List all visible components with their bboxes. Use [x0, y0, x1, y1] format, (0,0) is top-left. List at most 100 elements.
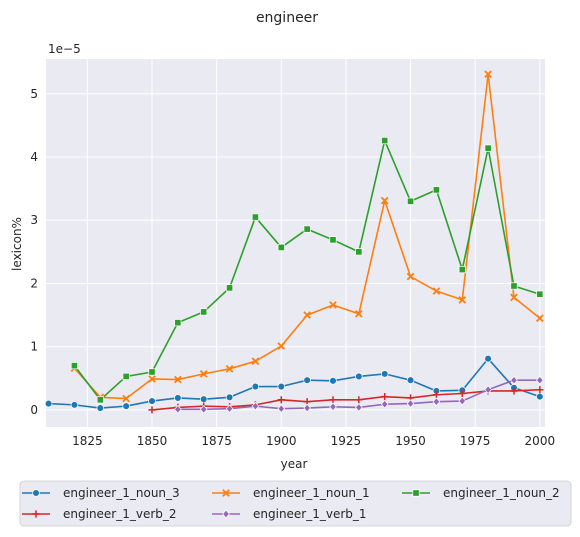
data-point [122, 372, 130, 380]
data-point [277, 404, 286, 413]
data-point [148, 368, 156, 376]
series-line [151, 388, 540, 411]
legend-label: engineer_1_verb_2 [63, 507, 177, 521]
data-point [225, 364, 234, 373]
legend-item: engineer_1_noun_1 [212, 486, 370, 500]
data-point [406, 399, 415, 408]
data-point [458, 396, 467, 406]
data-point [96, 396, 104, 404]
data-point [458, 266, 466, 274]
data-point [484, 70, 492, 79]
series-engineer_1_noun_2 [70, 137, 544, 404]
data-point [174, 394, 182, 402]
data-point [432, 391, 441, 399]
data-point [432, 186, 440, 194]
data-point [303, 225, 311, 233]
data-point [432, 287, 441, 295]
data-point [536, 392, 544, 401]
data-point [251, 382, 260, 391]
data-point [70, 362, 78, 370]
series-engineer_1_verb_1 [174, 375, 544, 414]
data-point [303, 376, 311, 384]
data-point [329, 377, 337, 385]
data-point [277, 342, 286, 350]
data-point [380, 196, 389, 205]
legend-label: engineer_1_noun_1 [253, 486, 370, 500]
y-axis-offset-label: 1e−5 [48, 42, 81, 56]
data-point [484, 144, 492, 152]
legend-label: engineer_1_noun_2 [443, 486, 560, 500]
data-point [458, 296, 467, 304]
data-point [329, 402, 337, 412]
data-point [277, 382, 286, 391]
chart-title: engineer [256, 10, 318, 26]
data-point [251, 401, 260, 411]
data-point [510, 293, 518, 302]
data-point [148, 397, 156, 405]
data-point [225, 393, 234, 402]
data-point [277, 243, 285, 251]
legend-box [19, 480, 572, 527]
legend: engineer_1_noun_3 engineer_1_noun_1 engine… [19, 480, 572, 527]
x-tick-labels: 1825 1850 1875 1900 1925 1950 1975 2000 [72, 434, 555, 448]
data-point [536, 290, 544, 298]
y-tick-label: 0 [30, 403, 38, 417]
legend-item: engineer_1_verb_1 [212, 507, 367, 521]
data-point [277, 396, 285, 404]
data-point [407, 197, 415, 205]
data-point [329, 301, 337, 309]
x-tick-label: 1850 [137, 434, 168, 448]
legend-marker [222, 489, 230, 497]
data-point [536, 375, 544, 385]
y-axis-label: lexicon% [10, 217, 24, 271]
data-point [458, 389, 466, 398]
x-tick-label: 1950 [395, 434, 426, 448]
data-point [199, 395, 208, 403]
legend-marker [412, 489, 420, 497]
data-point [251, 357, 260, 366]
legend-item: engineer_1_noun_2 [402, 486, 560, 500]
y-tick-label: 5 [30, 87, 38, 101]
x-tick-label: 1925 [331, 434, 362, 448]
legend-marker [32, 510, 40, 518]
data-point [355, 396, 363, 404]
data-point [432, 397, 441, 407]
data-point [226, 284, 234, 292]
data-point [122, 402, 130, 410]
series-line [48, 357, 541, 409]
y-tick-label: 1 [30, 340, 38, 354]
data-point [484, 354, 492, 363]
y-tick-label: 3 [30, 213, 38, 227]
data-point [406, 272, 415, 281]
data-point [199, 370, 208, 378]
plot-area [46, 59, 545, 427]
data-point [148, 406, 156, 414]
legend-item: engineer_1_noun_3 [22, 486, 180, 500]
series-engineer_1_noun_1 [70, 70, 544, 403]
x-tick-label: 1825 [72, 434, 103, 448]
data-point [329, 396, 337, 404]
data-point [381, 137, 389, 145]
data-point [510, 387, 518, 395]
data-point [148, 375, 156, 383]
data-point [380, 370, 389, 378]
x-tick-label: 1900 [266, 434, 297, 448]
data-point [510, 282, 518, 290]
x-tick-label: 1875 [201, 434, 232, 448]
data-point [174, 319, 182, 327]
data-point [536, 386, 544, 394]
data-point [200, 308, 208, 316]
data-point [535, 314, 544, 323]
legend-marker [222, 509, 230, 519]
legend-marker [32, 489, 40, 497]
legend-label: engineer_1_verb_1 [253, 507, 367, 521]
data-point [355, 403, 363, 412]
data-point [251, 213, 259, 221]
y-tick-labels: 0 1 2 3 4 5 [30, 87, 38, 417]
data-point [199, 404, 208, 414]
x-tick-label: 1975 [460, 434, 491, 448]
data-point [96, 404, 105, 412]
grid-lines [46, 59, 545, 427]
data-point [381, 393, 389, 401]
